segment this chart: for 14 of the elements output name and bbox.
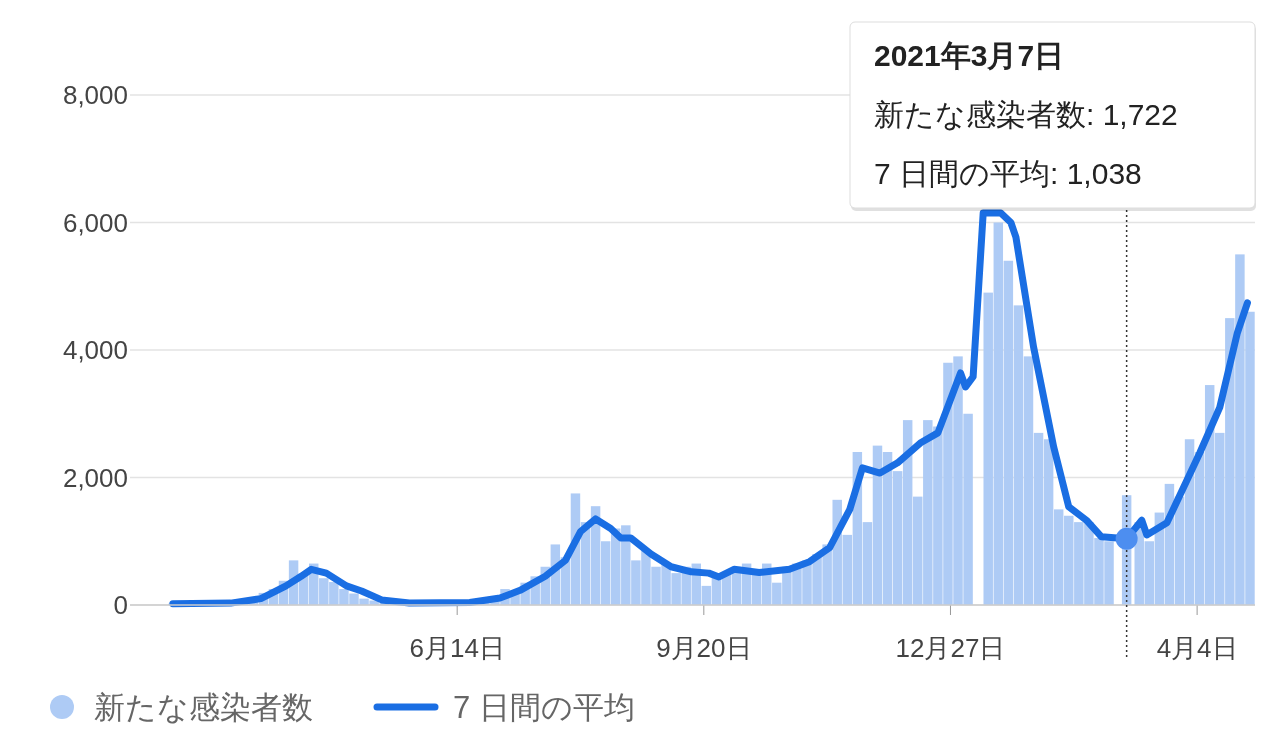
legend-label: 新たな感染者数 — [94, 690, 313, 725]
legend-label: 7 日間の平均 — [453, 690, 635, 725]
x-tick-label: 9月20日 — [656, 633, 752, 663]
x-tick-label: 6月14日 — [409, 633, 505, 663]
annotation: 新たな感染者数: 1,722 — [874, 98, 1178, 131]
y-tick-label: 8,000 — [62, 80, 128, 110]
y-tick-label: 4,000 — [62, 335, 128, 365]
tooltip: 2021年3月7日 新たな感染者数: 1,722 7 日間の平均: 1,038 — [849, 21, 1256, 211]
x-tick-label: 12月27日 — [895, 633, 1006, 663]
annotation: 7 日間の平均: 1,038 — [874, 157, 1142, 190]
y-tick-label: 6,000 — [62, 207, 128, 238]
x-tick-label: 4月4日 — [1156, 633, 1238, 663]
y-tick-label: 0 — [113, 590, 128, 620]
y-tick-label: 2,000 — [62, 462, 128, 493]
